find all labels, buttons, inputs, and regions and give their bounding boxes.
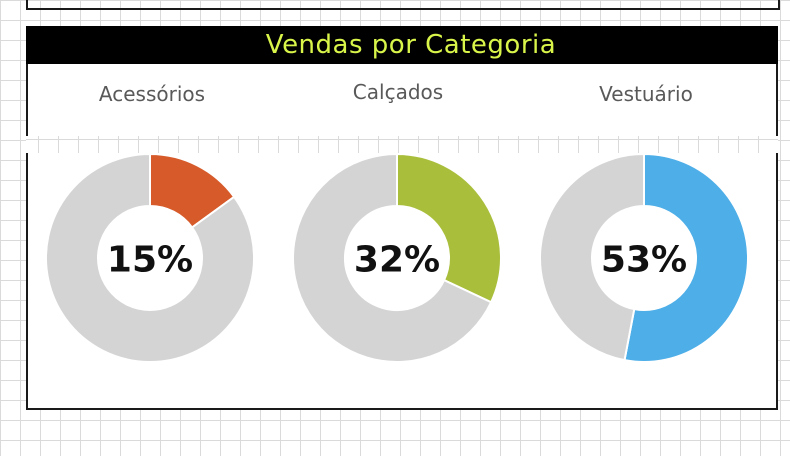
- category-label-acessorios: Acessórios: [98, 82, 206, 106]
- donut-slice-vestuario: [623, 152, 749, 363]
- donut-remainder-acessorios: [45, 152, 255, 363]
- upper-frame: [26, 0, 780, 10]
- category-label-vestuario: Vestuário: [599, 82, 693, 106]
- donut-remainder-vestuario: [539, 152, 645, 362]
- panel-gap: [26, 136, 778, 153]
- donut-acessorios: 15%: [45, 152, 255, 363]
- percent-label-acessorios: 15%: [107, 240, 193, 281]
- category-label-calcados: Calçados: [352, 80, 444, 104]
- donut-slice-calcados: [396, 152, 502, 304]
- donut-remainder-calcados: [292, 152, 493, 363]
- title-bar: Vendas por Categoria: [26, 26, 778, 64]
- chart-title: Vendas por Categoria: [265, 30, 557, 60]
- donut-vestuario: 53%: [539, 152, 749, 363]
- donut-calcados: 32%: [292, 152, 502, 363]
- percent-label-calcados: 32%: [354, 240, 440, 281]
- percent-label-vestuario: 53%: [601, 240, 687, 281]
- chart-panel: Vendas por Categoria Acessórios Calçados…: [26, 26, 778, 410]
